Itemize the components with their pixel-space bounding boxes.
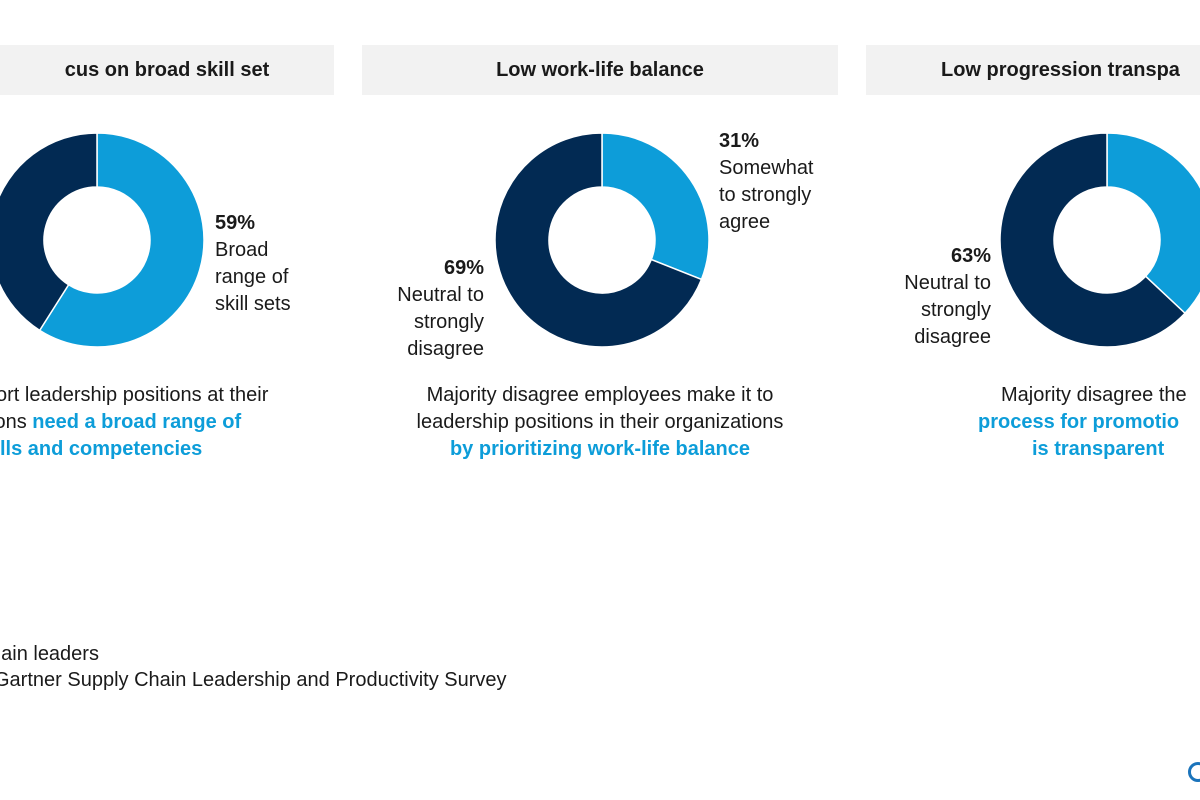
panel-2-label-line: disagree — [407, 338, 484, 360]
panel-3-caption-line: process for promotio — [978, 411, 1180, 433]
panel-2-caption: Majority disagree employees make it to l… — [362, 382, 838, 463]
donut-2-slice-1 — [601, 132, 710, 281]
donut-3-slice-2 — [999, 132, 1187, 348]
panel-3-label-pct: 63% — [950, 245, 991, 267]
panel-2-label-line: Neutral to — [397, 284, 484, 306]
donut-chart-2 — [494, 132, 710, 348]
panel-2-label-line: Somewhat — [719, 157, 814, 179]
donut-2-slice-2 — [494, 132, 703, 348]
panel-3-caption-line: is transparent — [1032, 438, 1165, 460]
logo-mark-icon — [1188, 762, 1200, 782]
panel-2-label-disagree-pct: 69% — [443, 257, 484, 279]
panel-2-label-line: agree — [719, 211, 771, 233]
donut-1-slice-2 — [0, 132, 98, 332]
panel-3-caption: Majority disagree the process for promot… — [966, 382, 1200, 463]
panel-2-header: Low work-life balance — [362, 45, 838, 95]
panel-3-header: Low progression transpa — [866, 45, 1200, 95]
panel-2-label-disagree: 69% Neutral to strongly disagree — [370, 255, 484, 363]
panel-2-caption-line: by prioritizing work-life balance — [449, 438, 751, 460]
panel-3-label: 63% Neutral to strongly disagree — [876, 243, 991, 351]
panel-3-label-line: Neutral to — [904, 272, 991, 294]
panel-1-title: cus on broad skill set — [64, 58, 270, 81]
donut-chart-1 — [0, 132, 205, 348]
panel-1-caption-line: ort leadership positions at their — [0, 384, 269, 406]
panel-3-caption-line: Majority disagree the — [1001, 384, 1187, 406]
panel-2-label-line: strongly — [413, 311, 484, 333]
panel-1-label-line: range of — [215, 266, 289, 288]
panel-1-label-line: Broad — [215, 239, 269, 261]
panel-3-title: Low progression transpa — [941, 58, 1180, 81]
panel-1-label-line: skill sets — [215, 293, 291, 315]
panel-3-label-line: strongly — [920, 299, 991, 321]
panel-1-caption: ort leadership positions at their ions n… — [0, 382, 320, 463]
panel-2-label-agree: 31% Somewhat to strongly agree — [719, 128, 814, 236]
panel-1-label-pct: 59% — [215, 212, 256, 234]
donut-3-slice-1 — [1106, 132, 1200, 315]
panel-1-caption-line: ions need a broad range of — [0, 411, 242, 433]
panel-2-caption-line: leadership positions in their organizati… — [416, 411, 784, 433]
panel-1-header: cus on broad skill set — [0, 45, 334, 95]
panel-2-caption-line: Majority disagree employees make it to — [426, 384, 774, 406]
donut-1-slice-1 — [38, 132, 205, 348]
panel-3-label-line: disagree — [914, 326, 991, 348]
panel-2-title: Low work-life balance — [496, 58, 704, 81]
panel-1-caption-line: lls and competencies — [0, 438, 203, 460]
panel-2-label-agree-pct: 31% — [719, 130, 760, 152]
footer-note-2: Gartner Supply Chain Leadership and Prod… — [0, 669, 507, 691]
footer-note-1: chain leaders — [0, 643, 99, 665]
donut-chart-3 — [999, 132, 1200, 348]
panel-1-label: 59% Broad range of skill sets — [215, 210, 291, 318]
panel-2-label-line: to strongly — [719, 184, 812, 206]
